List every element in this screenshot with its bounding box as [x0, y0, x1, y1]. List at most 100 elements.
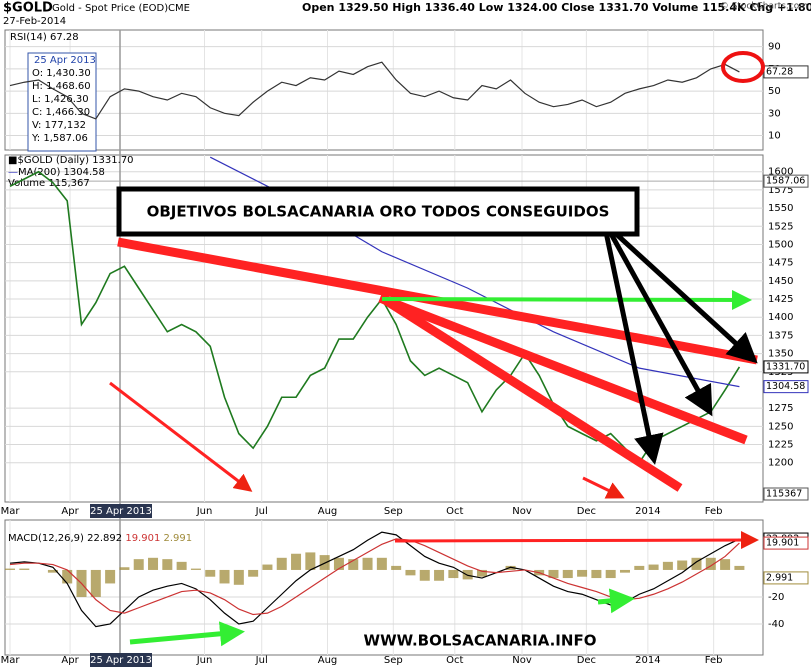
value-tag: 1304.58 [766, 381, 805, 392]
banner: OBJETIVOS BOLSACANARIA ORO TODOS CONSEGU… [147, 203, 610, 221]
chart-date: 27-Feb-2014 [3, 16, 66, 27]
y-tick-label: 1225 [768, 440, 793, 451]
legend-value: 67.28 [50, 32, 79, 43]
rsi-panel [4, 29, 764, 151]
histogram-bar [333, 557, 344, 570]
legend-name: RSI(14) [10, 32, 47, 43]
ma-legend: —MA(200) 1304.58 [8, 167, 105, 178]
histogram-bar [691, 557, 702, 570]
x-tick-label: Feb [705, 506, 723, 517]
value-tag: 19.901 [766, 538, 799, 549]
histogram-bar [720, 559, 731, 570]
histogram-bar [62, 569, 73, 584]
arrow [612, 230, 758, 364]
histogram-bar [548, 569, 559, 579]
exchange: CME [168, 3, 190, 14]
cursor-date-box [90, 504, 152, 518]
tooltip [27, 52, 97, 152]
x-tick-label: 2014 [635, 655, 660, 666]
y-tick-label: 1275 [768, 403, 793, 414]
rsi-legend: RSI(14) 67.28 [10, 32, 79, 43]
histogram-bar [476, 569, 487, 577]
macd-legend: MACD(12,26,9) 22.892 19.901 2.991 [8, 533, 192, 544]
x-tick-label: Dec [577, 655, 596, 666]
x-tick-label: Oct [446, 655, 463, 666]
value-tag: 67.28 [766, 66, 793, 77]
x-tick-label: Nov [512, 506, 532, 517]
arrow [109, 381, 253, 492]
histogram-bar [262, 564, 273, 570]
trend-line [379, 294, 683, 492]
volume-legend: Volume 115,367 [8, 178, 90, 189]
histogram-bar [119, 567, 130, 570]
value-tag-box [763, 360, 809, 374]
x-tick-label: Mar [1, 655, 21, 666]
tooltip-date: 25 Apr 2013 [34, 55, 96, 66]
x-tick-label: Jun [196, 506, 213, 517]
arrow [129, 621, 245, 647]
tooltip-line: Y: 1,587.06 [31, 133, 88, 144]
legend-value: 1304.58 [64, 167, 105, 178]
x-tick-label: Apr [61, 655, 79, 666]
value-tag-box [763, 536, 809, 550]
tooltip-line: C: 1,466.30 [32, 107, 90, 118]
y-tick-label: 1450 [768, 276, 793, 287]
arrow [582, 476, 625, 499]
histogram-bar [219, 569, 230, 584]
histogram-bar [90, 569, 101, 597]
histogram-bar [291, 553, 302, 570]
tooltip-line: O: 1,430.30 [32, 68, 91, 79]
histogram-bar [448, 569, 459, 579]
value-tag: 1331.70 [766, 361, 805, 372]
cursor-date: 25 Apr 2013 [90, 506, 152, 517]
histogram-bar [190, 568, 201, 570]
histogram-bar [5, 568, 16, 570]
symbol: $GOLD [3, 1, 53, 16]
histogram-bar [105, 569, 116, 584]
series-line [9, 170, 741, 464]
value-tag: 2.991 [766, 572, 793, 583]
legend-value: 1331.70 [92, 155, 133, 166]
legend-swatch: — [8, 167, 18, 178]
value-tag-box [763, 174, 809, 188]
x-tick-label: Oct [446, 506, 463, 517]
highlight-circle [721, 51, 765, 83]
value-tag-box [763, 380, 809, 394]
histogram-bar [434, 569, 445, 581]
credit: © StockCharts.com [720, 2, 808, 12]
x-tick-label: Jul [255, 655, 268, 666]
histogram-bar [419, 569, 430, 581]
y-tick-label: 1200 [768, 458, 793, 469]
y-tick-label: 1400 [768, 312, 793, 323]
y-tick-label: 1375 [768, 330, 793, 341]
histogram-bar [405, 569, 416, 576]
histogram-bar [591, 569, 602, 579]
x-tick-label: Aug [318, 506, 338, 517]
legend-name: $GOLD (Daily) [17, 155, 89, 166]
banner-box [116, 186, 640, 237]
histogram-bar [133, 559, 144, 570]
arrow [597, 588, 635, 614]
histogram-bar [233, 569, 244, 585]
cursor-date: 25 Apr 2013 [90, 655, 152, 666]
histogram-bar [734, 565, 745, 570]
histogram-bar [562, 569, 573, 579]
y-tick-label: 1550 [768, 203, 793, 214]
value-tag: 1587.06 [766, 176, 805, 187]
x-tick-label: Jun [196, 655, 213, 666]
histogram-bar [176, 561, 187, 570]
histogram-bar [162, 559, 173, 570]
annotations: OBJETIVOS BOLSACANARIA ORO TODOS CONSEGU… [109, 51, 765, 650]
histogram-bar [505, 565, 516, 570]
histogram-bar [276, 557, 287, 570]
y-tick-label: 1475 [768, 258, 793, 269]
macd-panel [4, 519, 764, 656]
x-tick-label: Mar [1, 506, 21, 517]
value-tag-box [763, 571, 809, 585]
y-tick-label: 1350 [768, 349, 793, 360]
legend-value: 22.892 [87, 533, 122, 544]
histogram-bar [605, 569, 616, 579]
histogram-bar [705, 557, 716, 570]
x-tick-label: Apr [61, 506, 79, 517]
arrow [394, 531, 759, 550]
